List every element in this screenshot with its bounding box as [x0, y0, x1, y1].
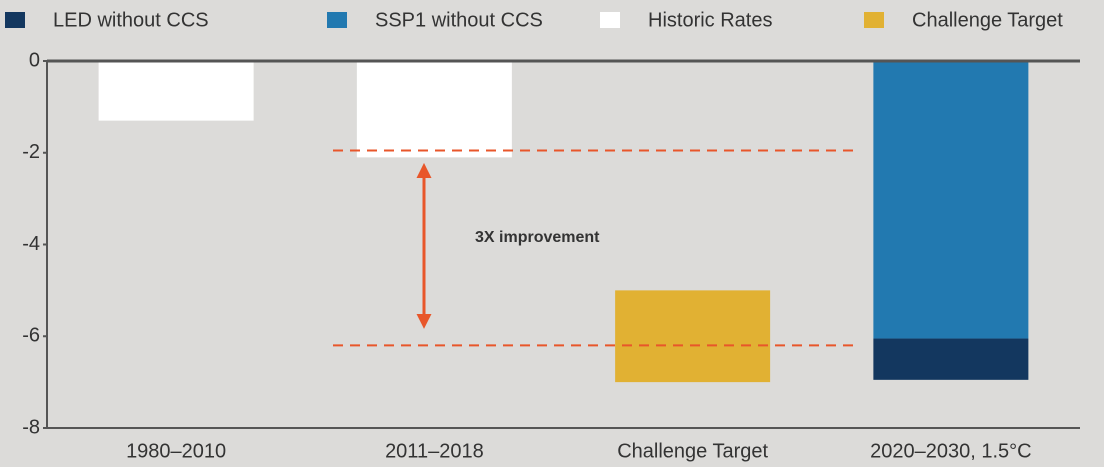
bar — [873, 338, 1029, 380]
y-tick-label: -4 — [22, 233, 40, 255]
legend-label: SSP1 without CCS — [375, 9, 543, 31]
legend-swatch — [5, 12, 25, 28]
legend-swatch — [327, 12, 347, 28]
bar — [98, 61, 254, 121]
legend-label: LED without CCS — [53, 9, 209, 31]
legend-label: Historic Rates — [648, 9, 772, 31]
y-tick-label: -2 — [22, 141, 40, 163]
legend-swatch — [864, 12, 884, 28]
legend-label: Challenge Target — [912, 9, 1063, 31]
y-tick-label: -6 — [22, 325, 40, 347]
x-tick-label: 2011–2018 — [385, 440, 484, 462]
annotation: 3X improvement — [475, 229, 600, 246]
bar — [873, 61, 1029, 339]
y-tick-label: -8 — [22, 416, 40, 438]
x-tick-label: 1980–2010 — [126, 440, 226, 462]
y-tick-label: 0 — [29, 49, 40, 71]
bar — [615, 290, 771, 383]
x-tick-label: Challenge Target — [617, 440, 768, 462]
x-tick-label: 2020–2030, 1.5°C — [870, 440, 1031, 462]
bar — [356, 61, 512, 158]
legend-swatch — [600, 12, 620, 28]
